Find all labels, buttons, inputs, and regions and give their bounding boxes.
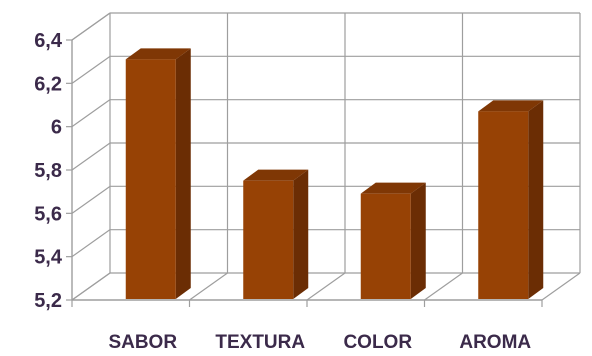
bar-top bbox=[125, 48, 191, 60]
y-tick-label: 5,6 bbox=[34, 203, 62, 225]
bar-front bbox=[125, 59, 176, 300]
side-gridline bbox=[71, 99, 111, 128]
bar-side bbox=[293, 169, 309, 299]
bar-color bbox=[360, 182, 426, 299]
floor-divider bbox=[189, 272, 228, 301]
side-gridline bbox=[71, 142, 111, 171]
bar-side bbox=[410, 182, 426, 299]
bar-top bbox=[360, 182, 426, 194]
y-tick-label: 6,4 bbox=[34, 30, 63, 52]
bar-textura bbox=[243, 169, 309, 299]
bar-front bbox=[360, 193, 411, 299]
bar-side bbox=[175, 48, 191, 300]
side-gridline bbox=[71, 185, 111, 214]
y-tick-label: 5,2 bbox=[34, 290, 62, 312]
floor-divider bbox=[306, 272, 346, 301]
bar-sabor bbox=[125, 48, 191, 300]
y-tick-label: 6,2 bbox=[34, 73, 62, 95]
bars bbox=[125, 48, 544, 300]
x-axis-labels: SABOR TEXTURA COLOR AROMA bbox=[108, 332, 531, 353]
bar-top bbox=[478, 100, 544, 112]
bar-front bbox=[478, 111, 529, 299]
side-gridline bbox=[71, 229, 111, 258]
bar-top bbox=[243, 169, 309, 181]
y-tick-label: 6 bbox=[51, 117, 62, 139]
bar-front bbox=[243, 180, 294, 299]
side-gridline bbox=[71, 55, 111, 84]
y-tick-label: 5,8 bbox=[34, 160, 62, 182]
floor-divider bbox=[71, 272, 111, 301]
side-wall-top bbox=[71, 12, 111, 41]
x-tick-label: SABOR bbox=[108, 332, 177, 353]
bar-aroma bbox=[478, 100, 544, 299]
y-axis-ticks: 5,2 5,4 5,6 5,8 6 6,2 6,4 bbox=[34, 30, 63, 312]
x-tick-label: COLOR bbox=[343, 332, 412, 353]
floor-divider bbox=[541, 272, 581, 301]
y-tick-label: 5,4 bbox=[34, 247, 63, 269]
floor-divider bbox=[424, 272, 463, 301]
x-tick-label: TEXTURA bbox=[215, 332, 305, 353]
bar-side bbox=[528, 100, 544, 299]
x-tick-label: AROMA bbox=[459, 332, 531, 353]
grid bbox=[66, 12, 581, 307]
